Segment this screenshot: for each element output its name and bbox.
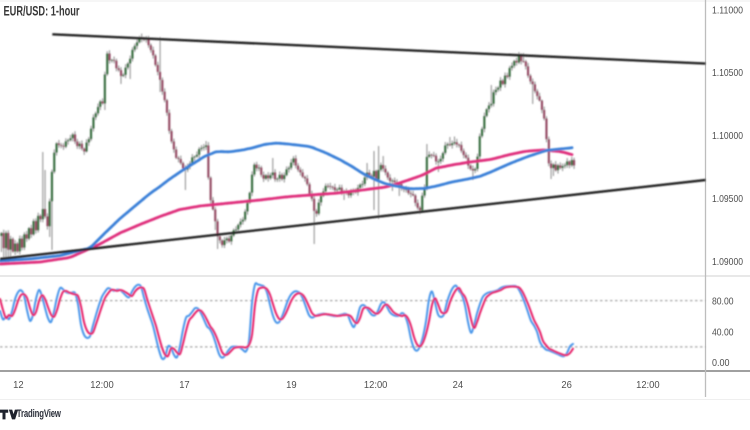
svg-text:17: 17 [179, 379, 190, 391]
svg-text:12:00: 12:00 [636, 379, 660, 391]
svg-text:1.10500: 1.10500 [712, 67, 743, 79]
svg-text:1.09500: 1.09500 [712, 193, 743, 205]
svg-text:40.00: 40.00 [712, 326, 734, 338]
svg-text:26: 26 [561, 379, 572, 391]
svg-text:24: 24 [453, 379, 464, 391]
svg-text:0.00: 0.00 [712, 357, 730, 369]
svg-text:1.10000: 1.10000 [712, 130, 743, 142]
svg-text:12:00: 12:00 [90, 379, 114, 391]
svg-text:12: 12 [13, 379, 24, 391]
svg-text:EUR/USD: 1-hour: EUR/USD: 1-hour [4, 4, 81, 19]
svg-text:19: 19 [286, 379, 297, 391]
svg-text:1.09000: 1.09000 [712, 256, 743, 268]
svg-text:TradingView: TradingView [17, 408, 61, 420]
svg-text:80.00: 80.00 [712, 295, 734, 307]
svg-text:12:00: 12:00 [364, 379, 388, 391]
svg-text:1.11000: 1.11000 [712, 4, 743, 16]
